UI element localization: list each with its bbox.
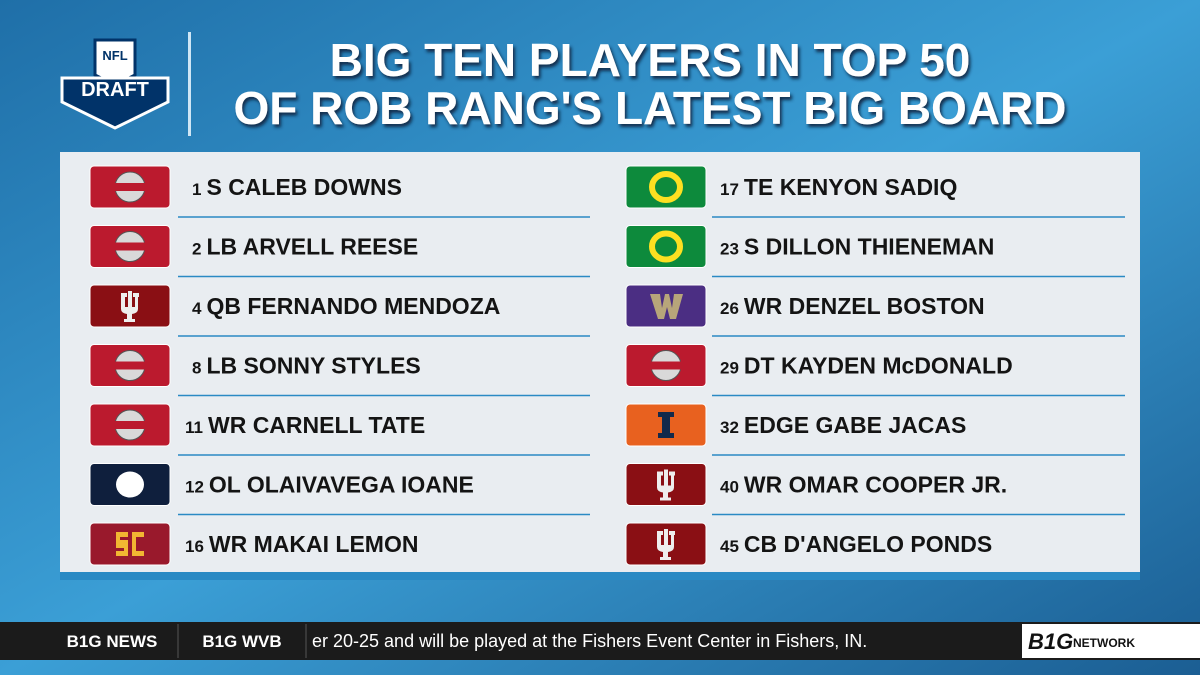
school-logo — [89, 403, 171, 447]
player-entry: 32 EDGE GABE JACAS — [720, 412, 966, 438]
player-entry: 45 CB D'ANGELO PONDS — [720, 531, 992, 557]
logo-shape — [657, 529, 675, 560]
logo-shape — [121, 291, 139, 322]
rank: 11 — [185, 418, 203, 437]
ticker-bar — [0, 622, 1200, 660]
school-logo — [89, 225, 171, 268]
school-logo — [625, 284, 707, 328]
player-entry: 29 DT KAYDEN McDONALD — [720, 353, 1013, 379]
player-name: QB FERNANDO MENDOZA — [206, 293, 500, 319]
logo-shape — [116, 471, 144, 498]
logo-shape — [116, 532, 144, 556]
logo-shape — [650, 361, 682, 370]
rank: 32 — [720, 418, 739, 437]
player-entry: 23 S DILLON THIENEMAN — [720, 234, 994, 260]
school-logo — [89, 165, 171, 209]
ticker-tab: B1G WVB — [202, 632, 281, 651]
player-name: DT KAYDEN McDONALD — [744, 353, 1013, 379]
player-entry: 4 QB FERNANDO MENDOZA — [192, 293, 500, 319]
title-line: OF ROB RANG'S LATEST BIG BOARD — [234, 82, 1067, 134]
rank: 17 — [720, 180, 739, 199]
school-logo — [625, 225, 707, 268]
logo-box — [625, 165, 707, 209]
network-logo — [1022, 624, 1200, 658]
school-logo — [625, 403, 707, 447]
player-name: CB D'ANGELO PONDS — [744, 531, 992, 557]
rank: 45 — [720, 537, 739, 556]
player-name: WR CARNELL TATE — [208, 412, 425, 438]
player-name: TE KENYON SADIQ — [744, 174, 957, 200]
player-entry: 40 WR OMAR COOPER JR. — [720, 472, 1007, 498]
logo-shape — [649, 171, 683, 203]
panel — [60, 152, 1140, 572]
rank: 12 — [185, 478, 204, 497]
logo-shape — [114, 242, 146, 251]
player-entry: 26 WR DENZEL BOSTON — [720, 293, 985, 319]
logo-shield-text: NFL — [102, 48, 127, 63]
rank: 4 — [192, 299, 202, 318]
player-name: S DILLON THIENEMAN — [744, 234, 994, 260]
logo-shape — [658, 412, 674, 438]
rank: 8 — [192, 359, 201, 378]
school-logo — [89, 522, 171, 566]
school-logo — [89, 284, 171, 328]
logo-shape — [650, 294, 683, 319]
player-entry: 17 TE KENYON SADIQ — [720, 174, 957, 200]
player-entry: 12 OL OLAIVAVEGA IOANE — [185, 472, 474, 498]
rank: 29 — [720, 359, 739, 378]
logo-shape — [114, 421, 146, 429]
network-mark: B1G — [1028, 629, 1073, 654]
ticker-text: er 20-25 and will be played at the Fishe… — [312, 631, 867, 651]
logo-shape — [114, 361, 146, 370]
player-entry: 16 WR MAKAI LEMON — [185, 531, 418, 557]
player-name: EDGE GABE JACAS — [744, 412, 966, 438]
player-name: OL OLAIVAVEGA IOANE — [209, 472, 474, 498]
draft-logo: NFL DRAFT — [60, 38, 170, 130]
network-word: NETWORK — [1073, 636, 1135, 650]
title-line: BIG TEN PLAYERS IN TOP 50 — [330, 34, 971, 86]
divider — [188, 32, 191, 136]
player-name: WR MAKAI LEMON — [209, 531, 419, 557]
logo-shape — [649, 230, 683, 263]
rank: 2 — [192, 240, 201, 259]
rank: 23 — [720, 240, 739, 259]
player-name: LB ARVELL REESE — [206, 234, 418, 260]
logo-box — [625, 225, 707, 268]
player-name: WR OMAR COOPER JR. — [744, 472, 1007, 498]
school-logo — [625, 344, 707, 387]
school-logo — [89, 344, 171, 387]
player-entry: 2 LB ARVELL REESE — [192, 234, 418, 260]
school-logo — [89, 463, 171, 506]
player-name: WR DENZEL BOSTON — [744, 293, 985, 319]
player-entry: 8 LB SONNY STYLES — [192, 353, 421, 379]
player-entry: 11 WR CARNELL TATE — [185, 412, 425, 438]
rank: 1 — [192, 180, 201, 199]
logo-shape — [657, 469, 675, 501]
logo-box — [89, 522, 171, 566]
school-logo — [625, 165, 707, 209]
logo-shape — [114, 183, 146, 191]
ticker-tab: B1G NEWS — [67, 632, 158, 651]
rank: 26 — [720, 299, 739, 318]
player-name: LB SONNY STYLES — [206, 353, 420, 379]
rank: 40 — [720, 478, 739, 497]
school-logo — [625, 522, 707, 566]
logo-banner-text: DRAFT — [81, 79, 149, 101]
player-entry: 1 S CALEB DOWNS — [192, 174, 402, 200]
rank: 16 — [185, 537, 204, 556]
player-name: S CALEB DOWNS — [206, 174, 402, 200]
school-logo — [625, 463, 707, 506]
